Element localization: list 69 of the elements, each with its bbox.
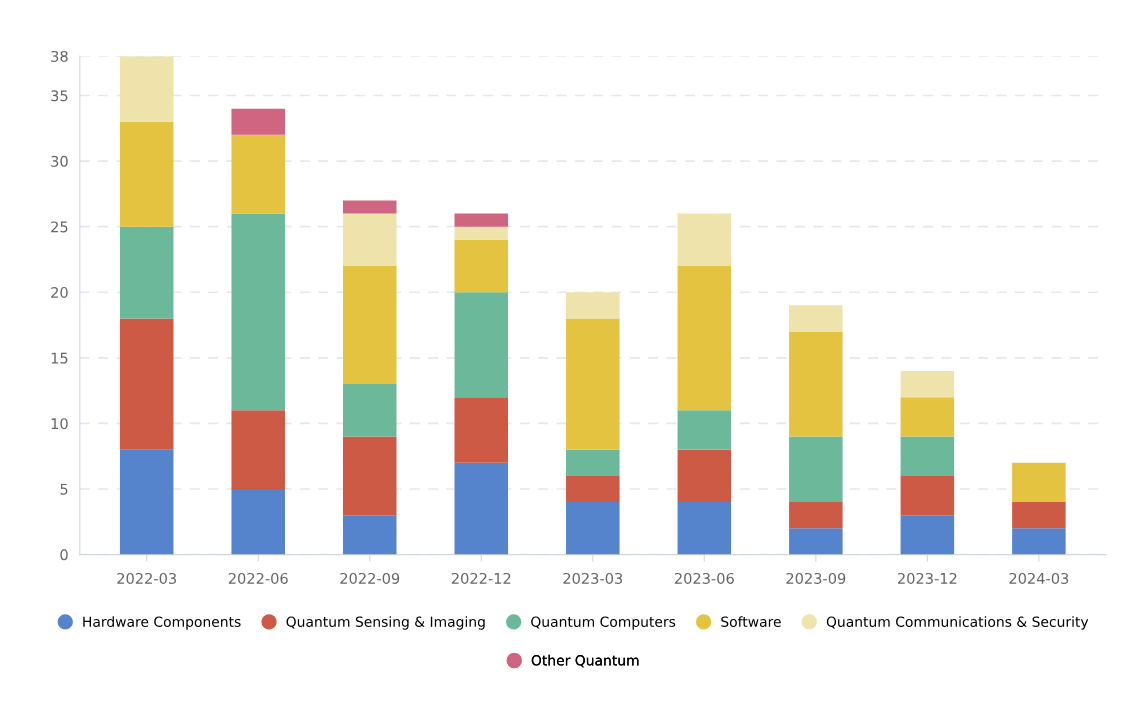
x-tick-label: 2023-03 (563, 572, 623, 584)
bar (119, 318, 174, 450)
bar (789, 528, 843, 555)
y-tick-label: 15 (51, 352, 68, 364)
bar (454, 292, 509, 398)
x-tick-label: 2023-12 (897, 572, 957, 584)
bar (566, 449, 620, 476)
bar (119, 56, 174, 122)
legend-label: Quantum Communications & Security (826, 616, 1089, 630)
bar (231, 410, 285, 489)
y-tick-label: 20 (51, 286, 68, 298)
y-tick-label: 5 (60, 483, 68, 495)
bar (900, 436, 955, 476)
bar (789, 436, 843, 503)
bar (454, 462, 509, 555)
bar (342, 200, 397, 214)
x-tick-label: 2022-03 (117, 572, 177, 584)
legend-label: Other Quantum (531, 654, 639, 668)
bar (566, 502, 620, 555)
y-tick-label: 0 (60, 549, 68, 561)
bar (231, 213, 285, 411)
x-tick-label: 2023-06 (674, 572, 734, 584)
x-tick-label: 2022-06 (228, 572, 288, 584)
bar (900, 515, 955, 555)
bar (677, 213, 732, 267)
bar (1012, 528, 1066, 555)
legend-label: Quantum Sensing & Imaging (286, 616, 485, 630)
x-tick-label: 2024-03 (1009, 572, 1069, 584)
y-tick-label: 38 (51, 50, 68, 62)
bar (677, 266, 732, 411)
x-tick-label: 2022-12 (451, 572, 511, 584)
bar (789, 502, 843, 529)
bar (789, 331, 843, 437)
bar (677, 410, 732, 450)
bar (454, 213, 509, 227)
bar (342, 384, 397, 437)
y-tick-label: 10 (51, 418, 68, 430)
y-tick-label: 30 (51, 155, 68, 167)
x-tick-label: 2023-09 (786, 572, 846, 584)
bar (119, 226, 174, 319)
bar (342, 266, 397, 385)
bar (119, 121, 174, 227)
bar (231, 108, 285, 135)
bar (566, 292, 620, 319)
y-tick-label: 35 (51, 90, 68, 102)
bar (789, 305, 843, 332)
bar (900, 370, 955, 398)
bar (566, 318, 620, 450)
bar (677, 449, 732, 503)
bar (454, 397, 509, 463)
bar (454, 239, 509, 293)
bar (342, 436, 397, 516)
bar (342, 213, 397, 267)
legend-label: Quantum Computers (531, 616, 676, 630)
bar (900, 475, 955, 516)
bar (1012, 462, 1066, 503)
legend-label: Software (721, 616, 781, 627)
bar (231, 489, 285, 555)
bar (231, 134, 285, 214)
x-tick-label: 2022-09 (340, 572, 400, 584)
bar (900, 397, 955, 437)
bar (1012, 502, 1066, 529)
legend-label: Hardware Components (83, 616, 241, 630)
bar (677, 502, 732, 555)
bar (342, 515, 397, 555)
bar (454, 226, 509, 240)
bar (119, 449, 174, 555)
y-tick-label: 25 (51, 221, 68, 233)
bar (566, 475, 620, 503)
